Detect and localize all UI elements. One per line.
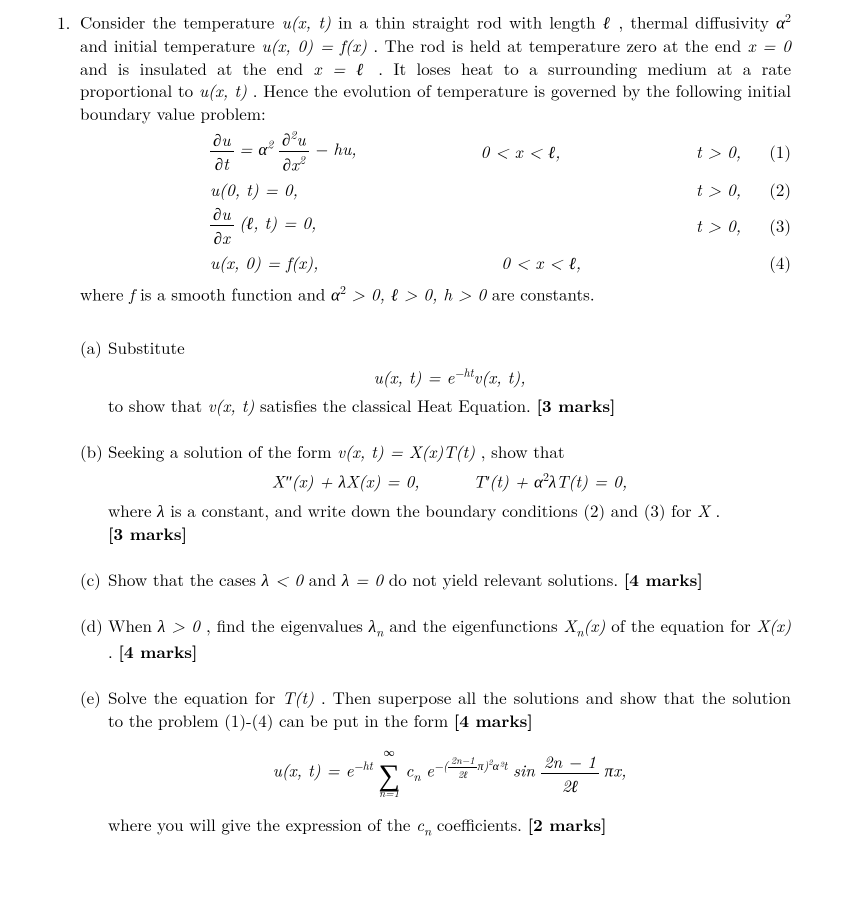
ell: ℓ (603, 10, 612, 34)
eq2-lhs: u(0, t) = 0, (210, 178, 430, 201)
xl: x = ℓ (314, 56, 368, 80)
marks: [4 marks] (624, 568, 703, 592)
summation: ∞ ∑ n=1 (378, 747, 399, 799)
domain-t: t > 0, (611, 214, 741, 237)
equation-3: ∂u ∂x (ℓ, t) = 0, t > 0, (3) (80, 202, 791, 249)
marks: [2 marks] (528, 813, 607, 837)
part-a-equation: u(x, t) = e−htv(x, t), (108, 365, 791, 389)
domain-x: 0 < x < ℓ, (430, 140, 611, 163)
problem-1: Consider the temperature u(x, t) in a th… (76, 10, 791, 840)
ux0: u(x, 0) = f(x) (261, 33, 366, 57)
domain-x: 0 < x < ℓ, (430, 251, 611, 274)
part-label: (e) (80, 686, 108, 839)
uxt: u(x, t) (282, 10, 331, 34)
marks: [4 marks] (454, 709, 533, 733)
eq-number: (1) (741, 140, 791, 163)
part-b-equations: X″(x) + λX(x) = 0, T′(t) + α2λT(t) = 0, (108, 469, 791, 493)
part-label: (a) (80, 336, 108, 418)
equation-2: u(0, t) = 0, t > 0, (2) (80, 178, 791, 201)
alpha2: α2 (258, 136, 273, 160)
eq-number: (2) (741, 178, 791, 201)
final-frac: 2n − 1 2ℓ (541, 750, 599, 797)
intro-text: Consider the temperature (80, 10, 282, 34)
where-line: where f is a smooth function and α2 > 0,… (80, 282, 791, 306)
minus-hu: − hu, (314, 136, 356, 160)
dudt: ∂u ∂t (210, 128, 234, 175)
eq-number: (4) (741, 251, 791, 274)
part-e-final-equation: u(x, t) = e−ht ∞ ∑ n=1 cn e−(2n−12ℓπ)2α²… (108, 747, 791, 799)
marks: [4 marks] (118, 640, 197, 664)
intro-paragraph: Consider the temperature u(x, t) in a th… (80, 10, 791, 125)
marks: [3 marks] (108, 522, 187, 546)
exponent: −(2n−12ℓπ)2α²t (434, 758, 507, 774)
dudx: ∂u ∂x (210, 202, 234, 249)
part-label: (c) (80, 568, 108, 592)
eq-number: (3) (741, 214, 791, 237)
equation-4: u(x, 0) = f(x), 0 < x < ℓ, (4) (80, 251, 791, 274)
part-c: (c) Show that the cases λ < 0 and λ = 0 … (80, 568, 791, 592)
sup2: 2 (785, 10, 791, 26)
intro-text: . The rod is held at temperature zero at… (373, 33, 747, 57)
part-b: (b) Seeking a solution of the form v(x, … (80, 440, 791, 545)
domain-t: t > 0, (611, 178, 741, 201)
d2udx2: ∂2u ∂x2 (279, 127, 309, 175)
x0: x = 0 (748, 33, 791, 57)
lt0: (ℓ, t) = 0, (239, 211, 316, 235)
uxt2: u(x, t) (199, 78, 247, 102)
domain-t: t > 0, (611, 140, 741, 163)
intro-text: and is insulated at the end (80, 56, 314, 80)
problem-list: Consider the temperature u(x, t) in a th… (40, 10, 791, 840)
part-e: (e) Solve the equation for T(t) . Then s… (80, 686, 791, 839)
alpha: α (776, 10, 785, 34)
intro-text: , thermal diffusivity (619, 10, 777, 34)
equation-1: ∂u ∂t = α2 ∂2u ∂x2 − hu, 0 < x < ℓ, t > … (80, 127, 791, 175)
part-e-where: where you will give the expression of th… (108, 813, 791, 840)
marks: [3 marks] (536, 394, 615, 418)
intro-text: in a thin straight rod with length (338, 10, 603, 34)
part-label: (d) (80, 614, 108, 665)
part-label: (b) (80, 440, 108, 545)
part-d: (d) When λ > 0 , find the eigenvalues λn… (80, 614, 791, 665)
equals: = (239, 136, 258, 160)
intro-text: and initial temperature (80, 33, 261, 57)
subparts: (a) Substitute u(x, t) = e−htv(x, t), to… (80, 336, 791, 840)
part-a-pre: Substitute (108, 335, 185, 359)
part-a: (a) Substitute u(x, t) = e−htv(x, t), to… (80, 336, 791, 418)
eq4-lhs: u(x, 0) = f(x), (210, 251, 430, 274)
page: Consider the temperature u(x, t) in a th… (0, 0, 851, 917)
